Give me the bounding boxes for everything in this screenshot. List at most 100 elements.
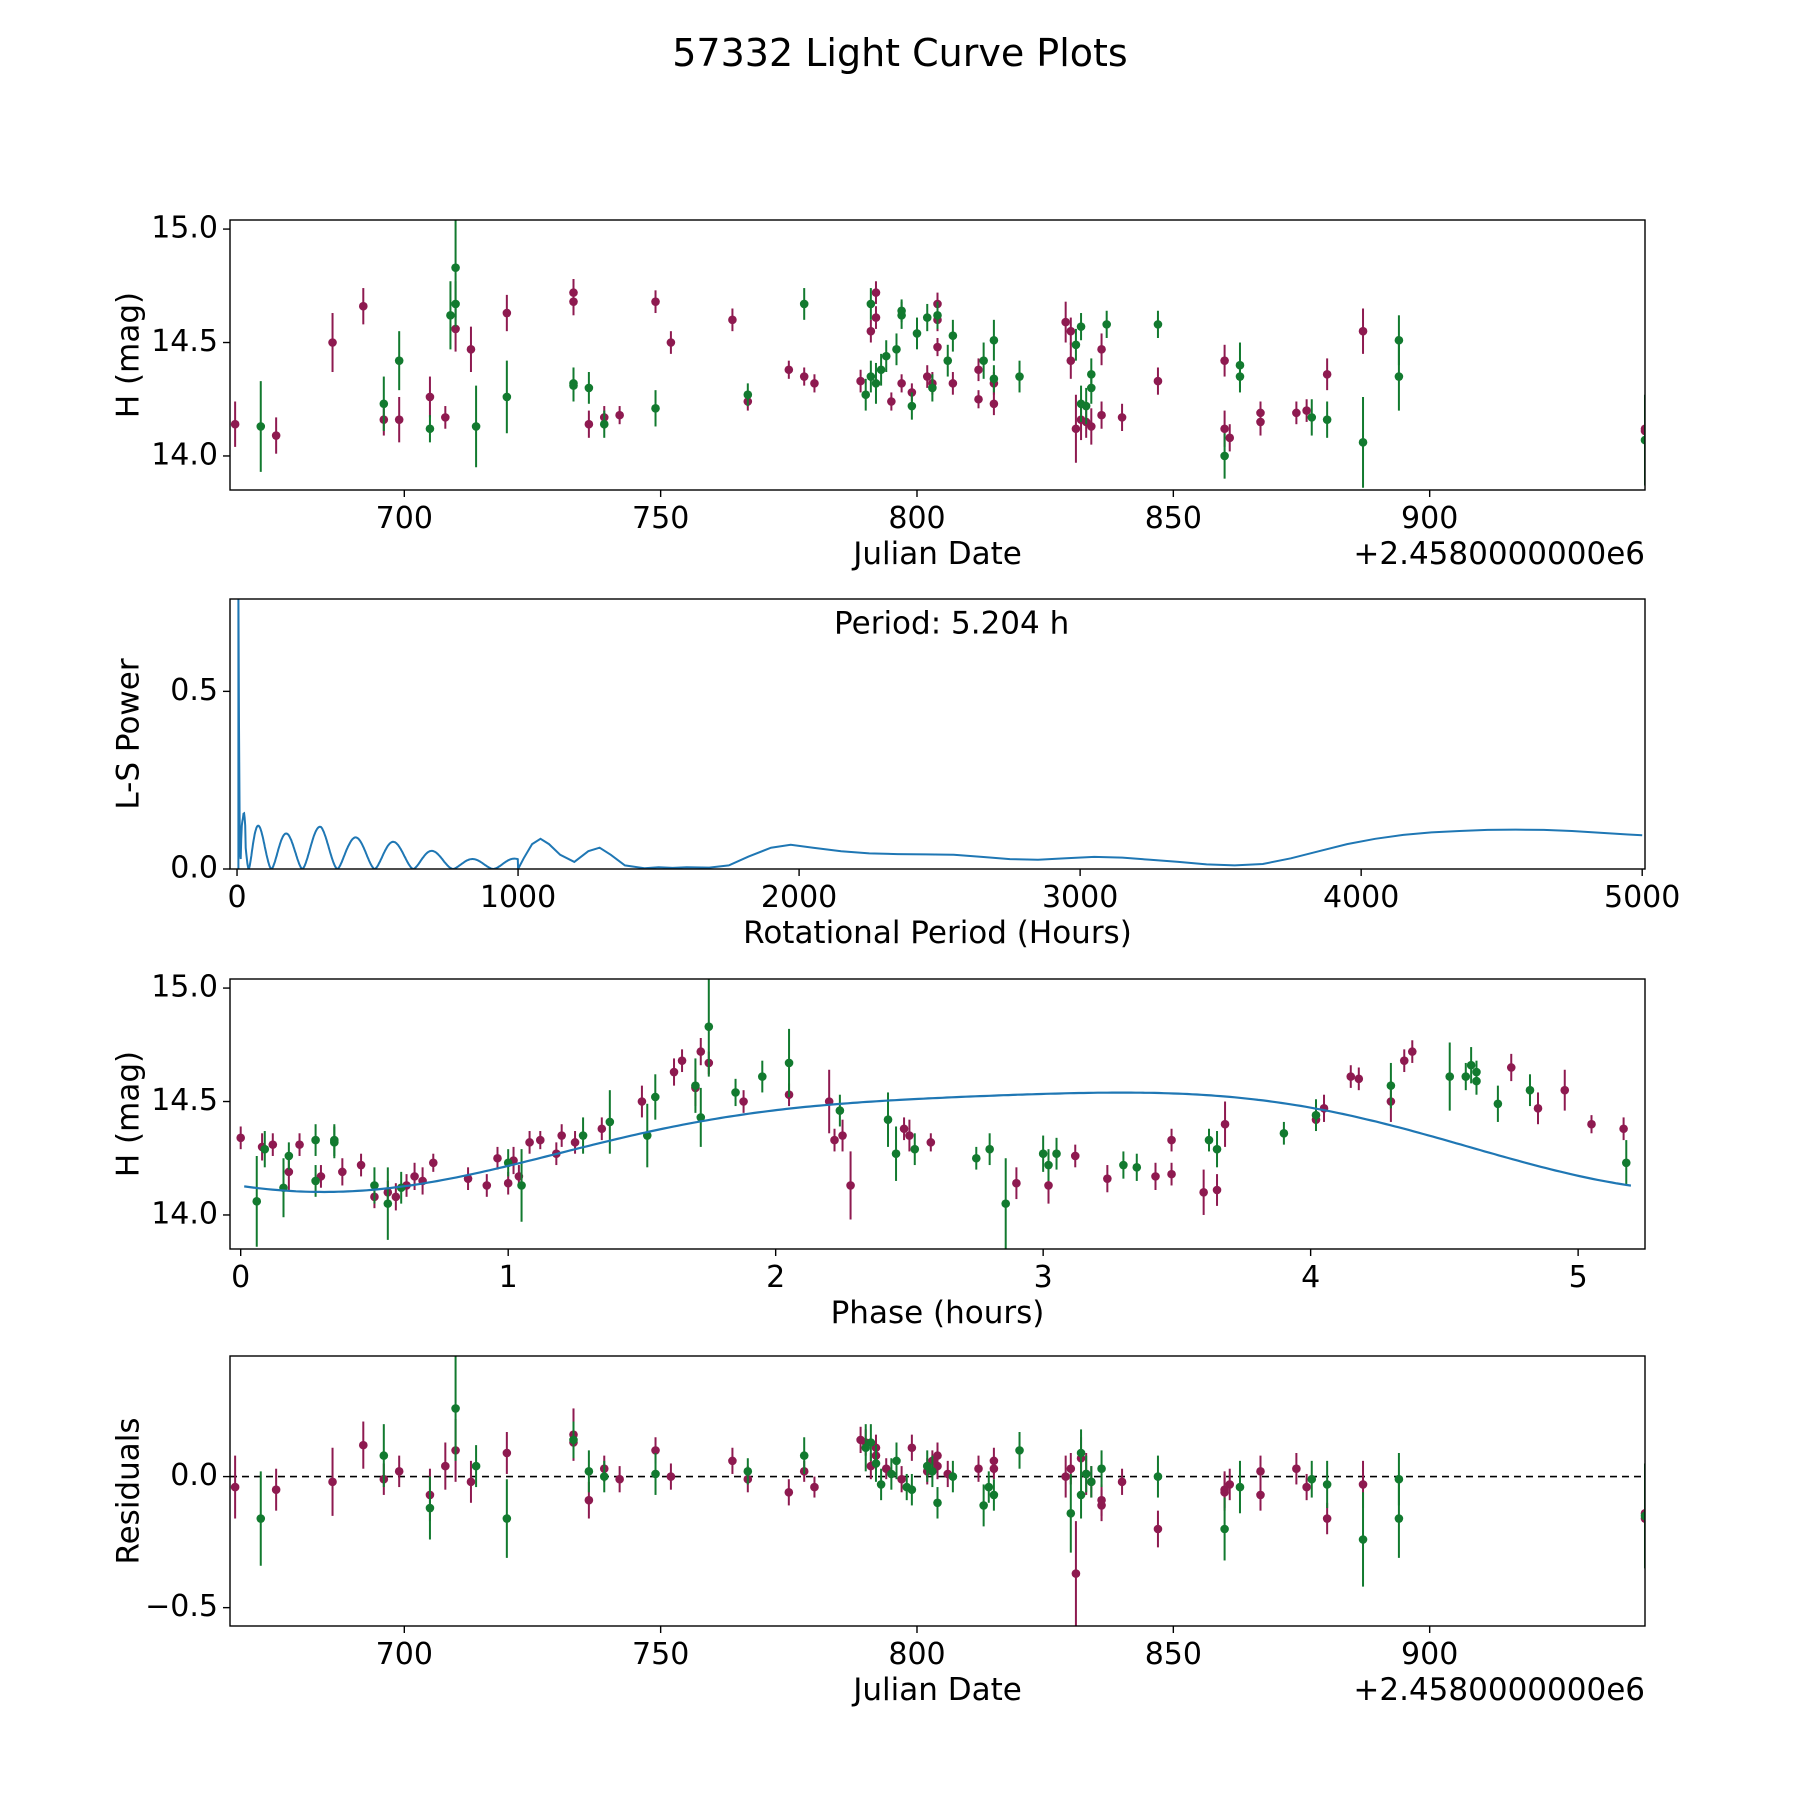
group_b-point-29 <box>1076 1490 1086 1500</box>
periodogram-ylabel: L-S Power <box>111 658 147 809</box>
group_a-point-3 <box>358 301 368 311</box>
group_a-point-16 <box>482 1181 492 1190</box>
group_a-point-21 <box>525 1138 534 1147</box>
group_b-point-2 <box>394 356 404 365</box>
group_a-point-44 <box>1070 1151 1080 1161</box>
group_a-point-33 <box>739 1097 748 1106</box>
group_b-point-21 <box>757 1072 767 1081</box>
phased-xtick-label-4: 4 <box>1301 1260 1320 1295</box>
phased-xtick-label-5: 5 <box>1569 1260 1588 1295</box>
group_a-point-36 <box>830 1135 839 1145</box>
group_b-point-39 <box>1386 1081 1396 1090</box>
group_b-point-19 <box>871 379 881 388</box>
group_b-point-3 <box>284 1151 294 1161</box>
group_a-point-50 <box>1153 376 1163 386</box>
group_a-point-3 <box>284 1167 294 1177</box>
group_b-point-33 <box>1097 1464 1106 1474</box>
group_a-point-55 <box>1354 1074 1364 1084</box>
group_a-point-47 <box>1117 1477 1127 1487</box>
residuals-plot-area <box>230 1356 1645 1626</box>
group_a-point-18 <box>503 1178 513 1188</box>
group_a-point-38 <box>846 1181 855 1190</box>
group_b-point-33 <box>1119 1160 1128 1170</box>
group_a-point-56 <box>1322 1514 1332 1523</box>
residuals-axes-frame <box>229 1355 1646 1627</box>
group_b-point-30 <box>1038 1149 1048 1159</box>
group_b-point-13 <box>651 404 660 413</box>
phased-xtick-label-3: 3 <box>1034 1260 1053 1295</box>
group_b-point-23 <box>948 1472 958 1481</box>
group_a-point-17 <box>666 1472 676 1481</box>
group_a-point-12 <box>569 297 578 306</box>
group_b-point-42 <box>1466 1060 1476 1070</box>
group_a-point-59 <box>1358 326 1368 336</box>
group_a-point-60 <box>1533 1104 1543 1113</box>
group_a-point-55 <box>1256 417 1265 427</box>
group_a-point-5 <box>394 1467 404 1476</box>
group_a-point-54 <box>1292 1464 1301 1474</box>
phased-xtick-label-0: 0 <box>231 1260 250 1295</box>
group_b-point-34 <box>989 335 999 345</box>
periodogram-ytick-label-1: 0.5 <box>170 673 218 708</box>
residuals-panel: 700 750 800 850 900 −0.5 0.0 Julian Date Residua… <box>111 1355 1646 1708</box>
group_a-point-2 <box>328 338 337 347</box>
group_a-point-55 <box>1302 1482 1311 1492</box>
group_a-point-52 <box>1256 1467 1265 1476</box>
periodogram-xtick-label-2: 2000 <box>761 880 837 915</box>
group_b-point-20 <box>731 1088 740 1097</box>
group_b-point-14 <box>871 1459 881 1468</box>
group_b-point-33 <box>989 374 999 384</box>
group_b-point-12 <box>599 419 609 429</box>
periodogram-xtick-label-3: 3000 <box>1042 880 1118 915</box>
group_b-point-10 <box>569 381 578 390</box>
group_a-point-46 <box>1097 1501 1106 1510</box>
group_a-point-6 <box>338 1167 347 1177</box>
group_b-point-11 <box>584 383 594 393</box>
group_a-point-48 <box>1097 410 1106 420</box>
group_a-point-6 <box>425 392 435 402</box>
phased-panel: 0 1 2 3 4 5 14.0 14.5 15.0 Phase (hours) H (mag) <box>111 970 1646 1331</box>
group_a-point-40 <box>905 1131 914 1140</box>
group_b-point-5 <box>502 1514 512 1523</box>
group_b-point-34 <box>1153 1472 1163 1481</box>
group_a-point-20 <box>784 365 794 375</box>
group_b-point-0 <box>252 1197 262 1206</box>
group_b-point-36 <box>1212 1144 1222 1154</box>
phased-ytick-label-0: 14.0 <box>151 1196 218 1231</box>
group_a-point-63 <box>1619 1124 1628 1134</box>
group_a-point-17 <box>493 1153 502 1163</box>
lightcurve-xtick-label-4: 900 <box>1401 501 1458 536</box>
group_a-point-13 <box>584 1495 594 1505</box>
group_a-point-0 <box>230 419 240 429</box>
group_b-point-3 <box>425 424 435 434</box>
group_b-point-39 <box>1358 1535 1368 1544</box>
group_a-point-50 <box>1220 1488 1229 1497</box>
group_b-point-52 <box>1640 435 1645 445</box>
group_a-point-36 <box>974 365 983 375</box>
lightcurve-xtick-label-0: 700 <box>376 501 433 536</box>
group_a-point-27 <box>887 397 896 406</box>
group_a-point-28 <box>669 1067 679 1077</box>
lightcurve-xtick-label-3: 850 <box>1145 501 1202 536</box>
phased-axes-frame <box>229 978 1646 1250</box>
group_b-point-25 <box>891 1149 901 1159</box>
group_b-point-38 <box>1311 1110 1321 1120</box>
residuals-xtick-label-1: 750 <box>632 1637 689 1672</box>
group_b-point-11 <box>799 1451 809 1460</box>
group_a-point-49 <box>1199 1187 1208 1197</box>
group_b-point-13 <box>578 1131 588 1140</box>
group_b-point-43 <box>1153 320 1163 329</box>
group_a-point-52 <box>1220 424 1229 434</box>
group_a-point-31 <box>696 1047 706 1056</box>
group_b-point-8 <box>599 1472 609 1481</box>
group_b-point-39 <box>1081 401 1091 411</box>
group_a-point-59 <box>1506 1063 1516 1072</box>
residuals-xtick-label-4: 900 <box>1401 1637 1458 1672</box>
lightcurve-ytick-label-2: 15.0 <box>151 211 218 246</box>
group_b-point-10 <box>743 1467 753 1476</box>
group_b-point-28 <box>985 1144 994 1154</box>
group_b-point-42 <box>1640 1511 1645 1521</box>
lightcurve-plot-area <box>230 220 1645 488</box>
group_a-point-23 <box>856 376 865 386</box>
phased-ylabel: H (mag) <box>111 1051 147 1177</box>
